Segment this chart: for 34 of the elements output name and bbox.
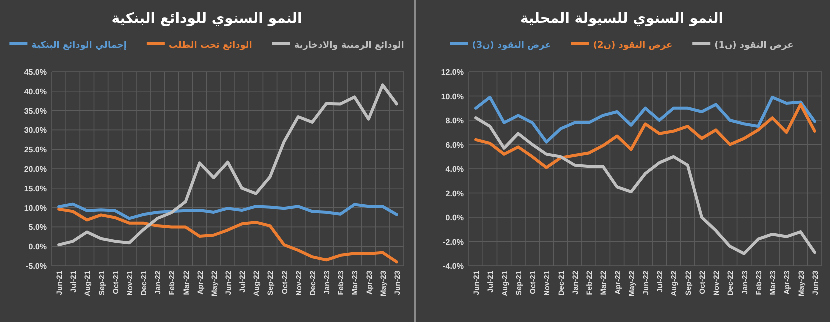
y-tick-label: 0.0% <box>28 242 47 252</box>
legend-label: إجمالي الودائع البنكية <box>32 41 127 51</box>
line-series <box>474 103 816 170</box>
line-series <box>58 202 398 220</box>
y-tick-label: 40.0% <box>24 87 47 96</box>
y-tick-label: 25.0% <box>24 146 47 155</box>
chart-title: النمو السنوي للسيولة المحلية <box>520 11 724 27</box>
y-tick-label: 0.0% <box>446 214 464 222</box>
y-tick-label: 45.0% <box>24 68 47 77</box>
line-series <box>58 84 398 247</box>
y-tick-label: 8.0% <box>446 116 464 126</box>
y-tick-label: 30.0% <box>24 126 47 136</box>
line-series <box>474 116 816 256</box>
y-tick-label: 5.0% <box>28 223 47 232</box>
y-tick-label: 6.0% <box>446 140 464 150</box>
legend-label: عرض النقود (ن2) <box>593 41 673 51</box>
line-series <box>58 208 398 264</box>
y-tick-label: 2.0% <box>446 189 464 198</box>
legend-label: الودائع الزمنية والادخارية <box>294 41 404 51</box>
y-tick-label: 35.0% <box>24 106 47 116</box>
y-tick-label: -2.0% <box>443 238 464 247</box>
y-tick-label: 4.0% <box>446 165 464 174</box>
y-tick-label: 20.0% <box>24 165 47 174</box>
y-tick-label: 12.0% <box>441 68 464 77</box>
legend-label: عرض النقود (ن1) <box>714 41 794 51</box>
y-tick-label: 10.0% <box>441 92 464 102</box>
chart-title: النمو السنوي للودائع البنكية <box>112 11 302 27</box>
legend-label: الودائع تحت الطلب <box>168 41 252 51</box>
y-tick-label: -5.0% <box>26 262 47 271</box>
line-series <box>474 96 816 144</box>
legend-label: عرض النقود (ن3) <box>472 41 552 51</box>
y-tick-label: 10.0% <box>24 204 47 213</box>
y-tick-label: -4.0% <box>443 262 464 271</box>
y-tick-label: 15.0% <box>24 184 47 194</box>
